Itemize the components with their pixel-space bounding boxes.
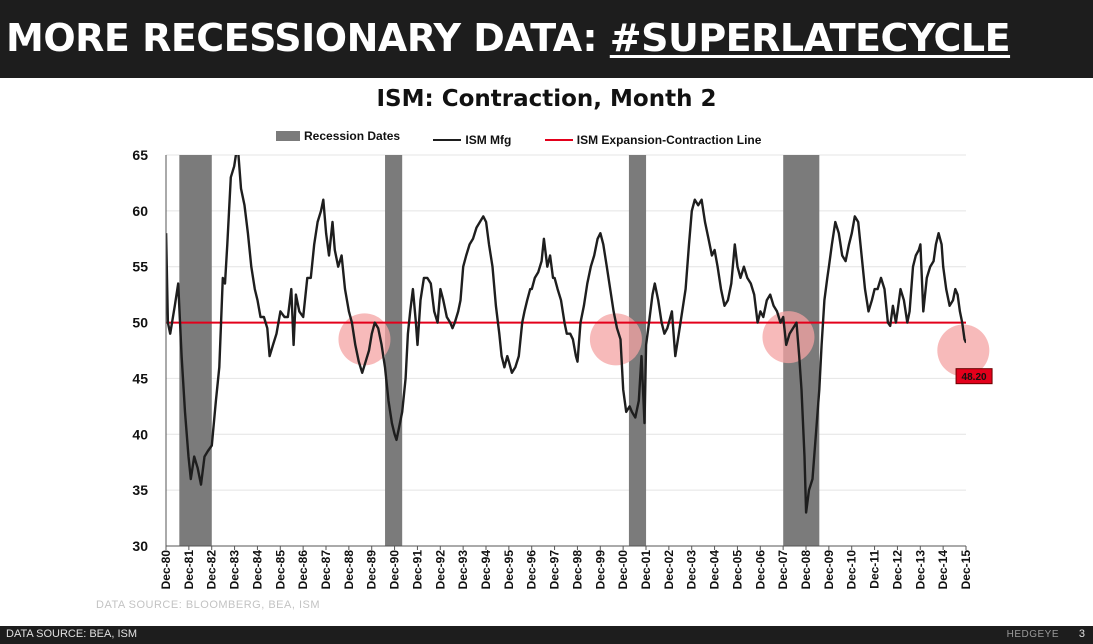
y-tick-label: 60 bbox=[132, 203, 148, 219]
legend-label-ism: ISM Mfg bbox=[465, 133, 512, 147]
x-tick-label: Dec-99 bbox=[593, 550, 607, 590]
x-tick-label: Dec-82 bbox=[205, 550, 219, 590]
x-tick-label: Dec-14 bbox=[936, 550, 950, 590]
x-tick-label: Dec-86 bbox=[296, 550, 310, 590]
x-tick-label: Dec-01 bbox=[639, 550, 653, 590]
chart-legend: Recession Dates ISM Mfg ISM Expansion-Co… bbox=[276, 129, 791, 147]
page-title-hashtag: #SUPERLATECYCLE bbox=[609, 16, 1011, 60]
x-tick-label: Dec-06 bbox=[753, 550, 767, 590]
x-tick-label: Dec-12 bbox=[890, 550, 904, 590]
x-tick-label: Dec-90 bbox=[388, 550, 402, 590]
legend-item-recession: Recession Dates bbox=[276, 129, 400, 143]
value-callout-box bbox=[955, 368, 993, 385]
x-tick-label: Dec-11 bbox=[868, 550, 882, 589]
y-tick-label: 55 bbox=[132, 259, 148, 275]
x-tick-label: Dec-05 bbox=[730, 550, 744, 590]
x-tick-label: Dec-80 bbox=[159, 550, 173, 590]
y-tick-label: 65 bbox=[132, 147, 148, 163]
x-tick-label: Dec-96 bbox=[525, 550, 539, 590]
value-callout-label: 48.20 bbox=[962, 372, 987, 383]
x-tick-label: Dec-00 bbox=[616, 550, 630, 590]
chart-source-note: DATA SOURCE: BLOOMBERG, BEA, ISM bbox=[96, 599, 321, 611]
x-tick-label: Dec-97 bbox=[548, 550, 562, 590]
legend-swatch-ism bbox=[433, 139, 462, 141]
x-tick-label: Dec-02 bbox=[662, 550, 676, 590]
header-bar: MORE RECESSIONARY DATA: #SUPERLATECYCLE bbox=[0, 0, 1093, 78]
x-tick-label: Dec-15 bbox=[959, 550, 973, 590]
page-title-prefix: MORE RECESSIONARY DATA: bbox=[6, 16, 610, 60]
x-tick-label: Dec-03 bbox=[685, 550, 699, 590]
legend-item-threshold: ISM Expansion-Contraction Line bbox=[544, 133, 762, 147]
x-tick-label: Dec-88 bbox=[342, 550, 356, 590]
x-tick-label: Dec-08 bbox=[799, 550, 813, 590]
x-tick-label: Dec-84 bbox=[250, 550, 264, 590]
y-tick-label: 50 bbox=[132, 315, 148, 331]
footer-bar: DATA SOURCE: BEA, ISM HEDGEYE 3 bbox=[0, 626, 1093, 644]
x-tick-label: Dec-07 bbox=[776, 550, 790, 590]
legend-label-recession: Recession Dates bbox=[304, 129, 401, 143]
y-tick-label: 45 bbox=[132, 370, 148, 386]
highlight-circle bbox=[937, 324, 990, 377]
ism-mfg-line bbox=[166, 155, 966, 514]
x-tick-label: Dec-94 bbox=[479, 550, 493, 590]
x-tick-label: Dec-91 bbox=[410, 550, 424, 590]
page-number: 3 bbox=[1078, 628, 1085, 640]
recession-bar bbox=[179, 155, 212, 546]
x-tick-label: Dec-10 bbox=[845, 550, 859, 590]
x-tick-label: Dec-85 bbox=[273, 550, 287, 590]
x-tick-label: Dec-89 bbox=[365, 550, 379, 590]
brand-logo: HEDGEYE bbox=[1006, 629, 1059, 640]
x-tick-label: Dec-87 bbox=[319, 550, 333, 590]
x-tick-label: Dec-98 bbox=[570, 550, 584, 590]
chart-title: ISM: Contraction, Month 2 bbox=[376, 86, 717, 112]
legend-swatch-threshold bbox=[544, 139, 573, 141]
highlight-circle bbox=[589, 313, 642, 366]
page-title: MORE RECESSIONARY DATA: #SUPERLATECYCLE bbox=[6, 14, 1011, 62]
recession-bar bbox=[385, 155, 403, 546]
x-tick-label: Dec-93 bbox=[456, 550, 470, 590]
y-tick-label: 30 bbox=[132, 538, 148, 554]
x-tick-label: Dec-95 bbox=[502, 550, 516, 590]
legend-swatch-recession bbox=[276, 131, 300, 141]
x-tick-label: Dec-92 bbox=[433, 550, 447, 590]
legend-item-ism: ISM Mfg bbox=[433, 133, 511, 147]
y-tick-label: 40 bbox=[132, 426, 148, 442]
x-tick-label: Dec-13 bbox=[913, 550, 927, 590]
x-tick-label: Dec-81 bbox=[182, 550, 196, 590]
y-tick-label: 35 bbox=[132, 482, 148, 498]
x-tick-label: Dec-09 bbox=[822, 550, 836, 590]
legend-label-threshold: ISM Expansion-Contraction Line bbox=[576, 133, 762, 147]
x-tick-label: Dec-83 bbox=[228, 550, 242, 590]
footer-source: DATA SOURCE: BEA, ISM bbox=[6, 628, 138, 640]
x-tick-label: Dec-04 bbox=[708, 550, 722, 590]
